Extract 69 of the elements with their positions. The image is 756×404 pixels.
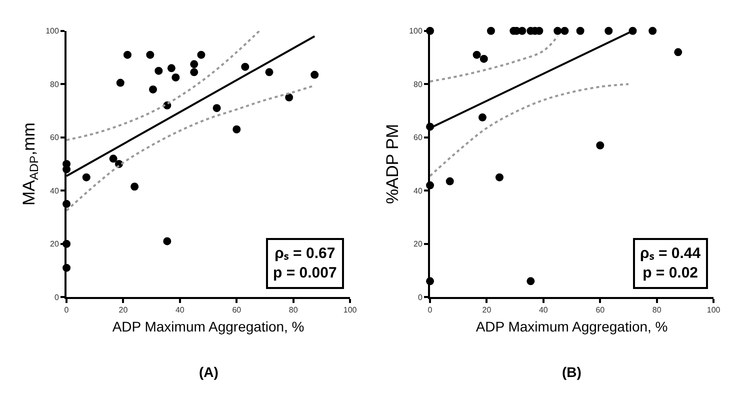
point: [82, 173, 90, 182]
point: [232, 125, 241, 134]
point: [190, 60, 198, 68]
point: [172, 73, 180, 82]
y-tick-label: 20: [50, 240, 60, 249]
point: [116, 78, 124, 87]
x-tick-label: 60: [232, 306, 242, 315]
y-tick-label: 80: [50, 80, 60, 89]
x-tick-label: 0: [64, 306, 70, 315]
text: (A): [199, 364, 218, 380]
point: [596, 141, 604, 150]
point: [478, 113, 486, 122]
line-series: [66, 30, 260, 142]
annotation: ρₛ = 0.67 p = 0.007: [273, 245, 337, 282]
point: [109, 154, 118, 163]
point: [241, 62, 250, 71]
point: [190, 68, 198, 76]
text: (B): [562, 364, 582, 380]
x-tick-label: 100: [343, 306, 358, 315]
line-series: [430, 35, 559, 82]
x-axis-title: ADP Maximum Aggregation, %: [476, 318, 668, 335]
x-tick-label: 40: [538, 306, 548, 315]
x-tick-label: 0: [428, 306, 433, 315]
y-tick-label: 40: [414, 186, 423, 196]
point: [167, 64, 176, 72]
point: [648, 26, 657, 35]
point: [495, 173, 504, 182]
point: [130, 182, 139, 191]
y-tick-label: 40: [50, 186, 60, 196]
point: [123, 50, 132, 59]
x-tick-label: 60: [596, 306, 606, 315]
point: [576, 26, 584, 35]
point: [518, 26, 526, 35]
y-axis-title: %ADP PM: [383, 124, 402, 204]
x-axis-title: ADP Maximum Aggregation, %: [112, 318, 304, 335]
point: [674, 48, 682, 56]
annotation: ρₛ = 0.44 p = 0.02: [640, 245, 702, 282]
point: [265, 68, 274, 76]
line-series: [430, 83, 630, 177]
point: [560, 26, 569, 35]
point: [197, 50, 206, 59]
x-tick-label: 40: [175, 306, 185, 315]
point: [163, 237, 172, 246]
point: [554, 26, 562, 35]
point: [486, 26, 495, 35]
y-tick-label: 80: [414, 80, 423, 89]
y-tick-label: 20: [414, 240, 423, 249]
x-tick-label: 100: [706, 306, 721, 315]
x-tick-label: 20: [482, 306, 492, 315]
point: [154, 66, 163, 75]
point: [446, 177, 454, 186]
point: [604, 26, 613, 35]
y-tick-label: 0: [418, 292, 423, 302]
x-tick-label: 80: [652, 306, 662, 315]
y-tick-label: 100: [409, 26, 423, 36]
point: [149, 85, 158, 94]
point: [146, 50, 154, 59]
point: [212, 104, 221, 112]
y-tick-label: 60: [50, 133, 60, 142]
x-tick-label: 20: [118, 306, 128, 315]
point: [480, 54, 488, 63]
point: [285, 93, 294, 102]
y-tick-label: 0: [54, 292, 60, 302]
x-tick-label: 80: [288, 306, 298, 315]
y-tick-label: 60: [414, 133, 423, 142]
point: [310, 70, 319, 79]
point: [472, 50, 481, 59]
y-tick-label: 100: [46, 26, 60, 36]
point: [526, 277, 535, 286]
